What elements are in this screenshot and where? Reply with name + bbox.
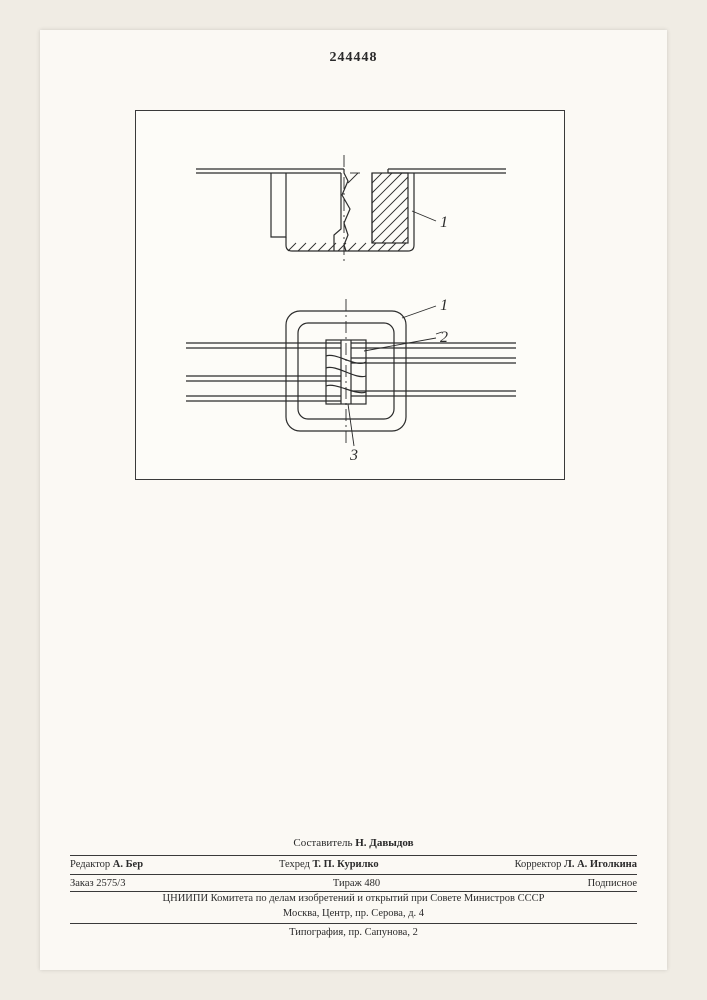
subscription: Подписное [588, 877, 637, 891]
figure-box: 1 [135, 110, 565, 480]
credit-row: Редактор А. Бер Техред Т. П. Курилко Кор… [70, 855, 637, 875]
footer-block: Составитель Н. Давыдов Редактор А. Бер Т… [70, 836, 637, 940]
composer-label: Составитель [293, 837, 352, 849]
typography-line: Типография, пр. Сапунова, 2 [70, 924, 637, 940]
org-line: ЦНИИПИ Комитета по делам изобретений и о… [163, 893, 545, 904]
patent-number: 244448 [40, 50, 667, 66]
page: 244448 [40, 30, 667, 970]
callout-3: 3 [349, 447, 358, 464]
sub-row: Заказ 2575/3 Тираж 480 Подписное [70, 875, 637, 892]
callout-2: 2 [440, 329, 448, 346]
composer-line: Составитель Н. Давыдов [70, 836, 637, 851]
tirazh: Тираж 480 [333, 877, 380, 891]
editor: Редактор А. Бер [70, 858, 143, 872]
org-addr: Москва, Центр, пр. Серова, д. 4 [283, 908, 424, 919]
patent-figure-svg: 1 [136, 111, 564, 479]
callout-1b: 1 [440, 297, 448, 314]
composer-name: Н. Давыдов [355, 837, 413, 849]
org-block: ЦНИИПИ Комитета по делам изобретений и о… [70, 892, 637, 923]
techred: Техред Т. П. Курилко [279, 858, 379, 872]
corrector: Корректор Л. А. Иголкина [515, 858, 637, 872]
callout-1a: 1 [440, 214, 448, 231]
order-number: Заказ 2575/3 [70, 877, 125, 891]
